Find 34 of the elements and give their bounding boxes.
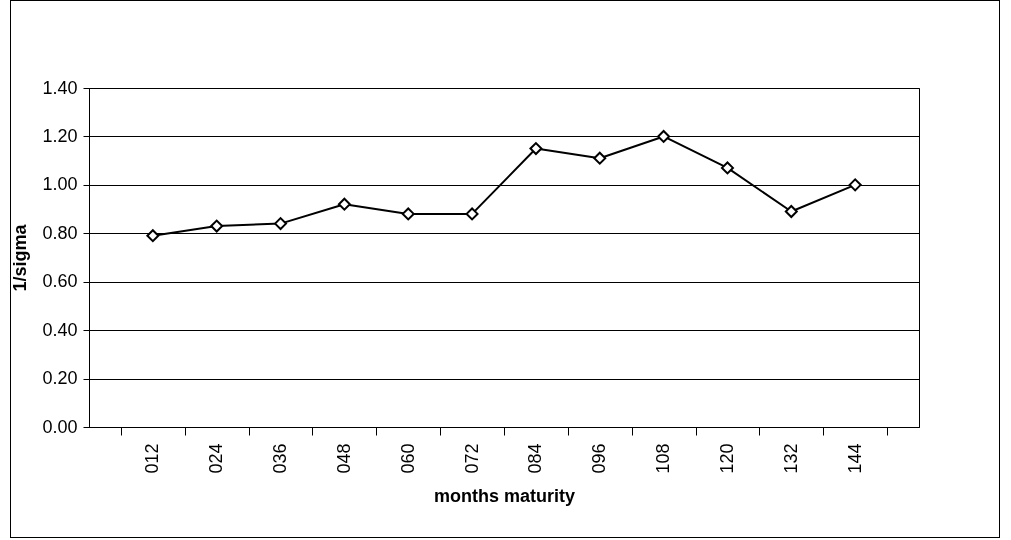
x-tick-label: 132 [780, 443, 801, 474]
point [784, 205, 798, 218]
point [720, 161, 734, 175]
x-axis-title: months maturity [433, 485, 576, 506]
y-tick-label: 0.00 [42, 416, 78, 437]
point [274, 217, 288, 231]
point [848, 178, 862, 192]
x-tick-label: 072 [461, 443, 482, 474]
x-tick-label: 096 [589, 443, 610, 474]
x-tick-label: 060 [397, 443, 418, 474]
point [657, 129, 671, 143]
x-tick-label: 120 [716, 443, 737, 474]
point [146, 229, 160, 243]
y-tick-label: 1.40 [42, 77, 78, 98]
y-axis-title: 1/sigma [10, 223, 31, 292]
x-tick-label: 144 [844, 443, 865, 474]
x-tick-label: 084 [525, 443, 546, 474]
point [401, 207, 415, 221]
y-tick-label: 1.00 [42, 174, 78, 195]
y-tick-label: 1.20 [42, 125, 78, 146]
x-tick-label: 012 [142, 443, 163, 474]
y-tick-label: 0.60 [42, 271, 78, 292]
point [465, 207, 479, 221]
point [210, 219, 224, 233]
x-tick-label: 048 [333, 443, 354, 474]
y-tick-label: 0.40 [42, 319, 78, 340]
x-tick-label: 036 [270, 443, 291, 474]
point [529, 142, 543, 156]
y-tick-label: 0.20 [42, 368, 78, 389]
y-tick-label: 0.80 [42, 222, 78, 243]
x-tick-label: 024 [206, 443, 227, 474]
x-tick-label: 108 [653, 443, 674, 474]
point [593, 151, 607, 165]
point [337, 197, 351, 211]
